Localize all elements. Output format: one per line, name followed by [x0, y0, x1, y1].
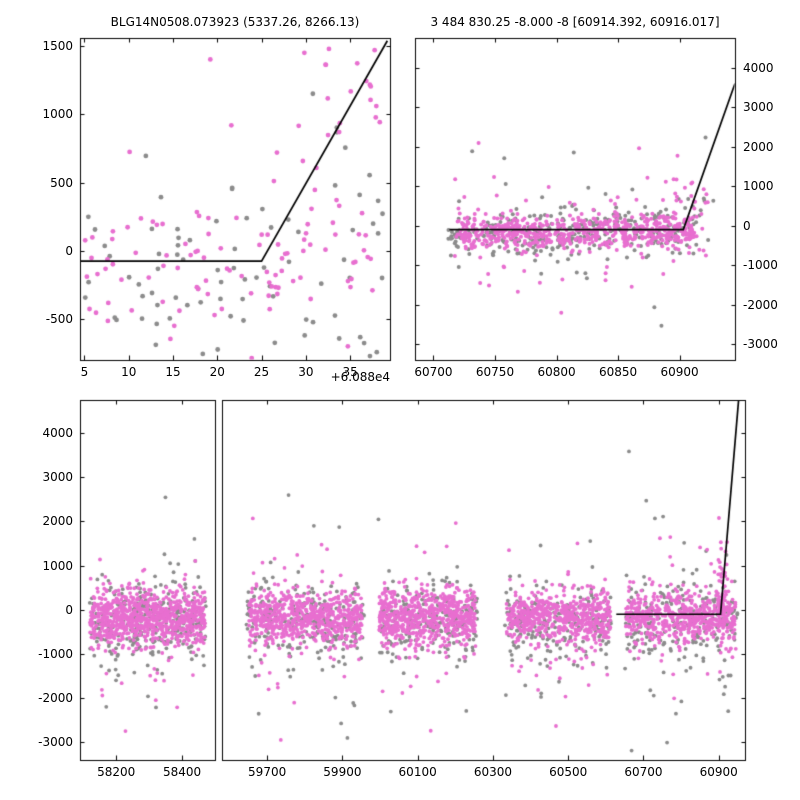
- figure: BLG14N0508.073923 (5337.26, 8266.13) 3 4…: [0, 0, 800, 800]
- figure-canvas: [0, 0, 800, 800]
